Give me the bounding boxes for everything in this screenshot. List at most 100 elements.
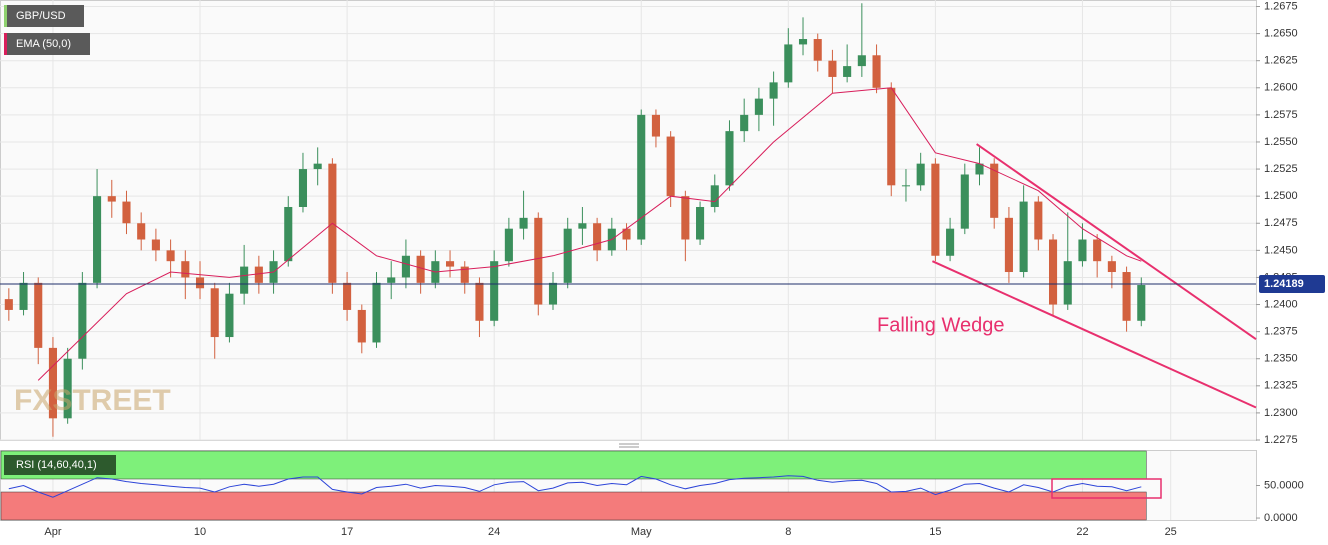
y-tick-label: 1.2325	[1264, 380, 1298, 392]
candle-body	[828, 60, 837, 77]
candle-body	[1093, 239, 1102, 262]
candle-body	[225, 293, 234, 338]
y-tick-label: 1.2375	[1264, 326, 1298, 338]
candle-body	[563, 228, 572, 283]
candle-body	[284, 206, 293, 262]
candle-body	[696, 206, 705, 240]
candle-body	[137, 223, 146, 240]
candle-body	[34, 282, 43, 348]
x-tick-label: 17	[341, 526, 353, 538]
candle-body	[637, 114, 646, 240]
candle-body	[166, 250, 175, 262]
candle-body	[578, 223, 587, 229]
y-tick-label: 1.2525	[1264, 163, 1298, 175]
candle-body	[857, 55, 866, 67]
ema-line	[37, 87, 1142, 381]
main-panel	[0, 0, 1257, 441]
candle-body	[548, 282, 558, 305]
rsi-upper-zone	[0, 450, 1147, 480]
candle-body	[769, 82, 778, 99]
legend-symbol-box[interactable]	[4, 5, 84, 27]
candle-body	[843, 66, 852, 77]
candle-body	[681, 196, 690, 240]
candle-body	[298, 169, 308, 207]
candle-body	[813, 39, 822, 61]
candle-body	[475, 282, 484, 321]
trendline	[976, 143, 1257, 341]
rsi-label-box[interactable]	[4, 455, 116, 475]
candle-body	[1078, 239, 1087, 262]
last-price-box	[1259, 275, 1325, 294]
candle-body	[975, 163, 984, 175]
candle-body	[107, 196, 116, 202]
candle-body	[490, 261, 499, 321]
legend-ema: EMA (50,0)	[16, 38, 71, 50]
legend-symbol: GBP/USD	[16, 10, 66, 22]
candle-body	[1063, 261, 1072, 305]
highlight-box	[1051, 478, 1162, 499]
candle-body	[1019, 201, 1028, 273]
x-tick-label: 24	[488, 526, 500, 538]
watermark: FXSTREET	[14, 384, 171, 417]
rsi-line	[8, 475, 1142, 498]
candle-body	[504, 228, 513, 262]
candle-body	[1004, 217, 1013, 273]
candle-body	[122, 201, 131, 224]
candle-body	[19, 282, 28, 310]
candle-body	[416, 255, 425, 283]
candle-body	[93, 196, 102, 283]
candle-body	[48, 347, 57, 419]
x-tick-label: 8	[785, 526, 791, 538]
candle-body	[343, 282, 352, 310]
x-tick-label: 10	[194, 526, 206, 538]
candle-body	[740, 114, 749, 132]
candle-body	[990, 163, 999, 218]
y-tick-label: 1.2650	[1264, 28, 1298, 40]
legend-ema-box[interactable]	[4, 33, 90, 55]
candle-body	[593, 223, 602, 251]
y-tick-label: 1.2600	[1264, 82, 1298, 94]
candle-body	[931, 163, 940, 256]
candle-body	[887, 87, 896, 186]
rsi-lower-zone	[0, 491, 1147, 521]
legend-swatch	[4, 5, 7, 27]
candle-body	[63, 358, 72, 419]
candle-body	[401, 255, 410, 278]
candle-body	[78, 282, 87, 359]
rsi-label: RSI (14,60,40,1)	[16, 459, 97, 471]
rsi-tick-label: 50.0000	[1264, 479, 1304, 491]
candle-body	[946, 228, 955, 256]
candle-body	[195, 277, 205, 289]
candle-body	[313, 163, 322, 170]
y-tick-label: 1.2275	[1264, 434, 1298, 446]
candle-body	[240, 266, 249, 294]
x-tick-label: 15	[929, 526, 941, 538]
x-tick-label: May	[631, 526, 652, 538]
candle-body	[4, 299, 13, 310]
x-tick-label: 25	[1165, 526, 1177, 538]
x-tick-label: Apr	[44, 526, 61, 538]
candle-body	[519, 217, 528, 229]
candle-body	[666, 136, 675, 197]
candle-body	[1107, 261, 1116, 273]
candle-body	[901, 185, 911, 187]
candle-body	[1048, 239, 1058, 305]
y-tick-label: 1.2550	[1264, 136, 1298, 148]
candle-body	[1034, 201, 1043, 240]
y-tick-label: 1.2300	[1264, 407, 1298, 419]
candle-body	[534, 217, 543, 305]
candle-body	[725, 131, 734, 186]
trendline	[931, 260, 1257, 409]
candle-body	[460, 266, 469, 283]
y-tick-label: 1.2575	[1264, 109, 1298, 121]
candle-body	[872, 55, 881, 88]
candle-body	[151, 239, 160, 251]
candle-body	[181, 261, 190, 278]
legend-swatch	[4, 33, 7, 55]
y-tick-label: 1.2500	[1264, 190, 1298, 202]
candle-body	[387, 277, 396, 283]
candle-body	[710, 185, 719, 207]
candle-body	[916, 163, 925, 186]
x-tick-label: 22	[1076, 526, 1088, 538]
